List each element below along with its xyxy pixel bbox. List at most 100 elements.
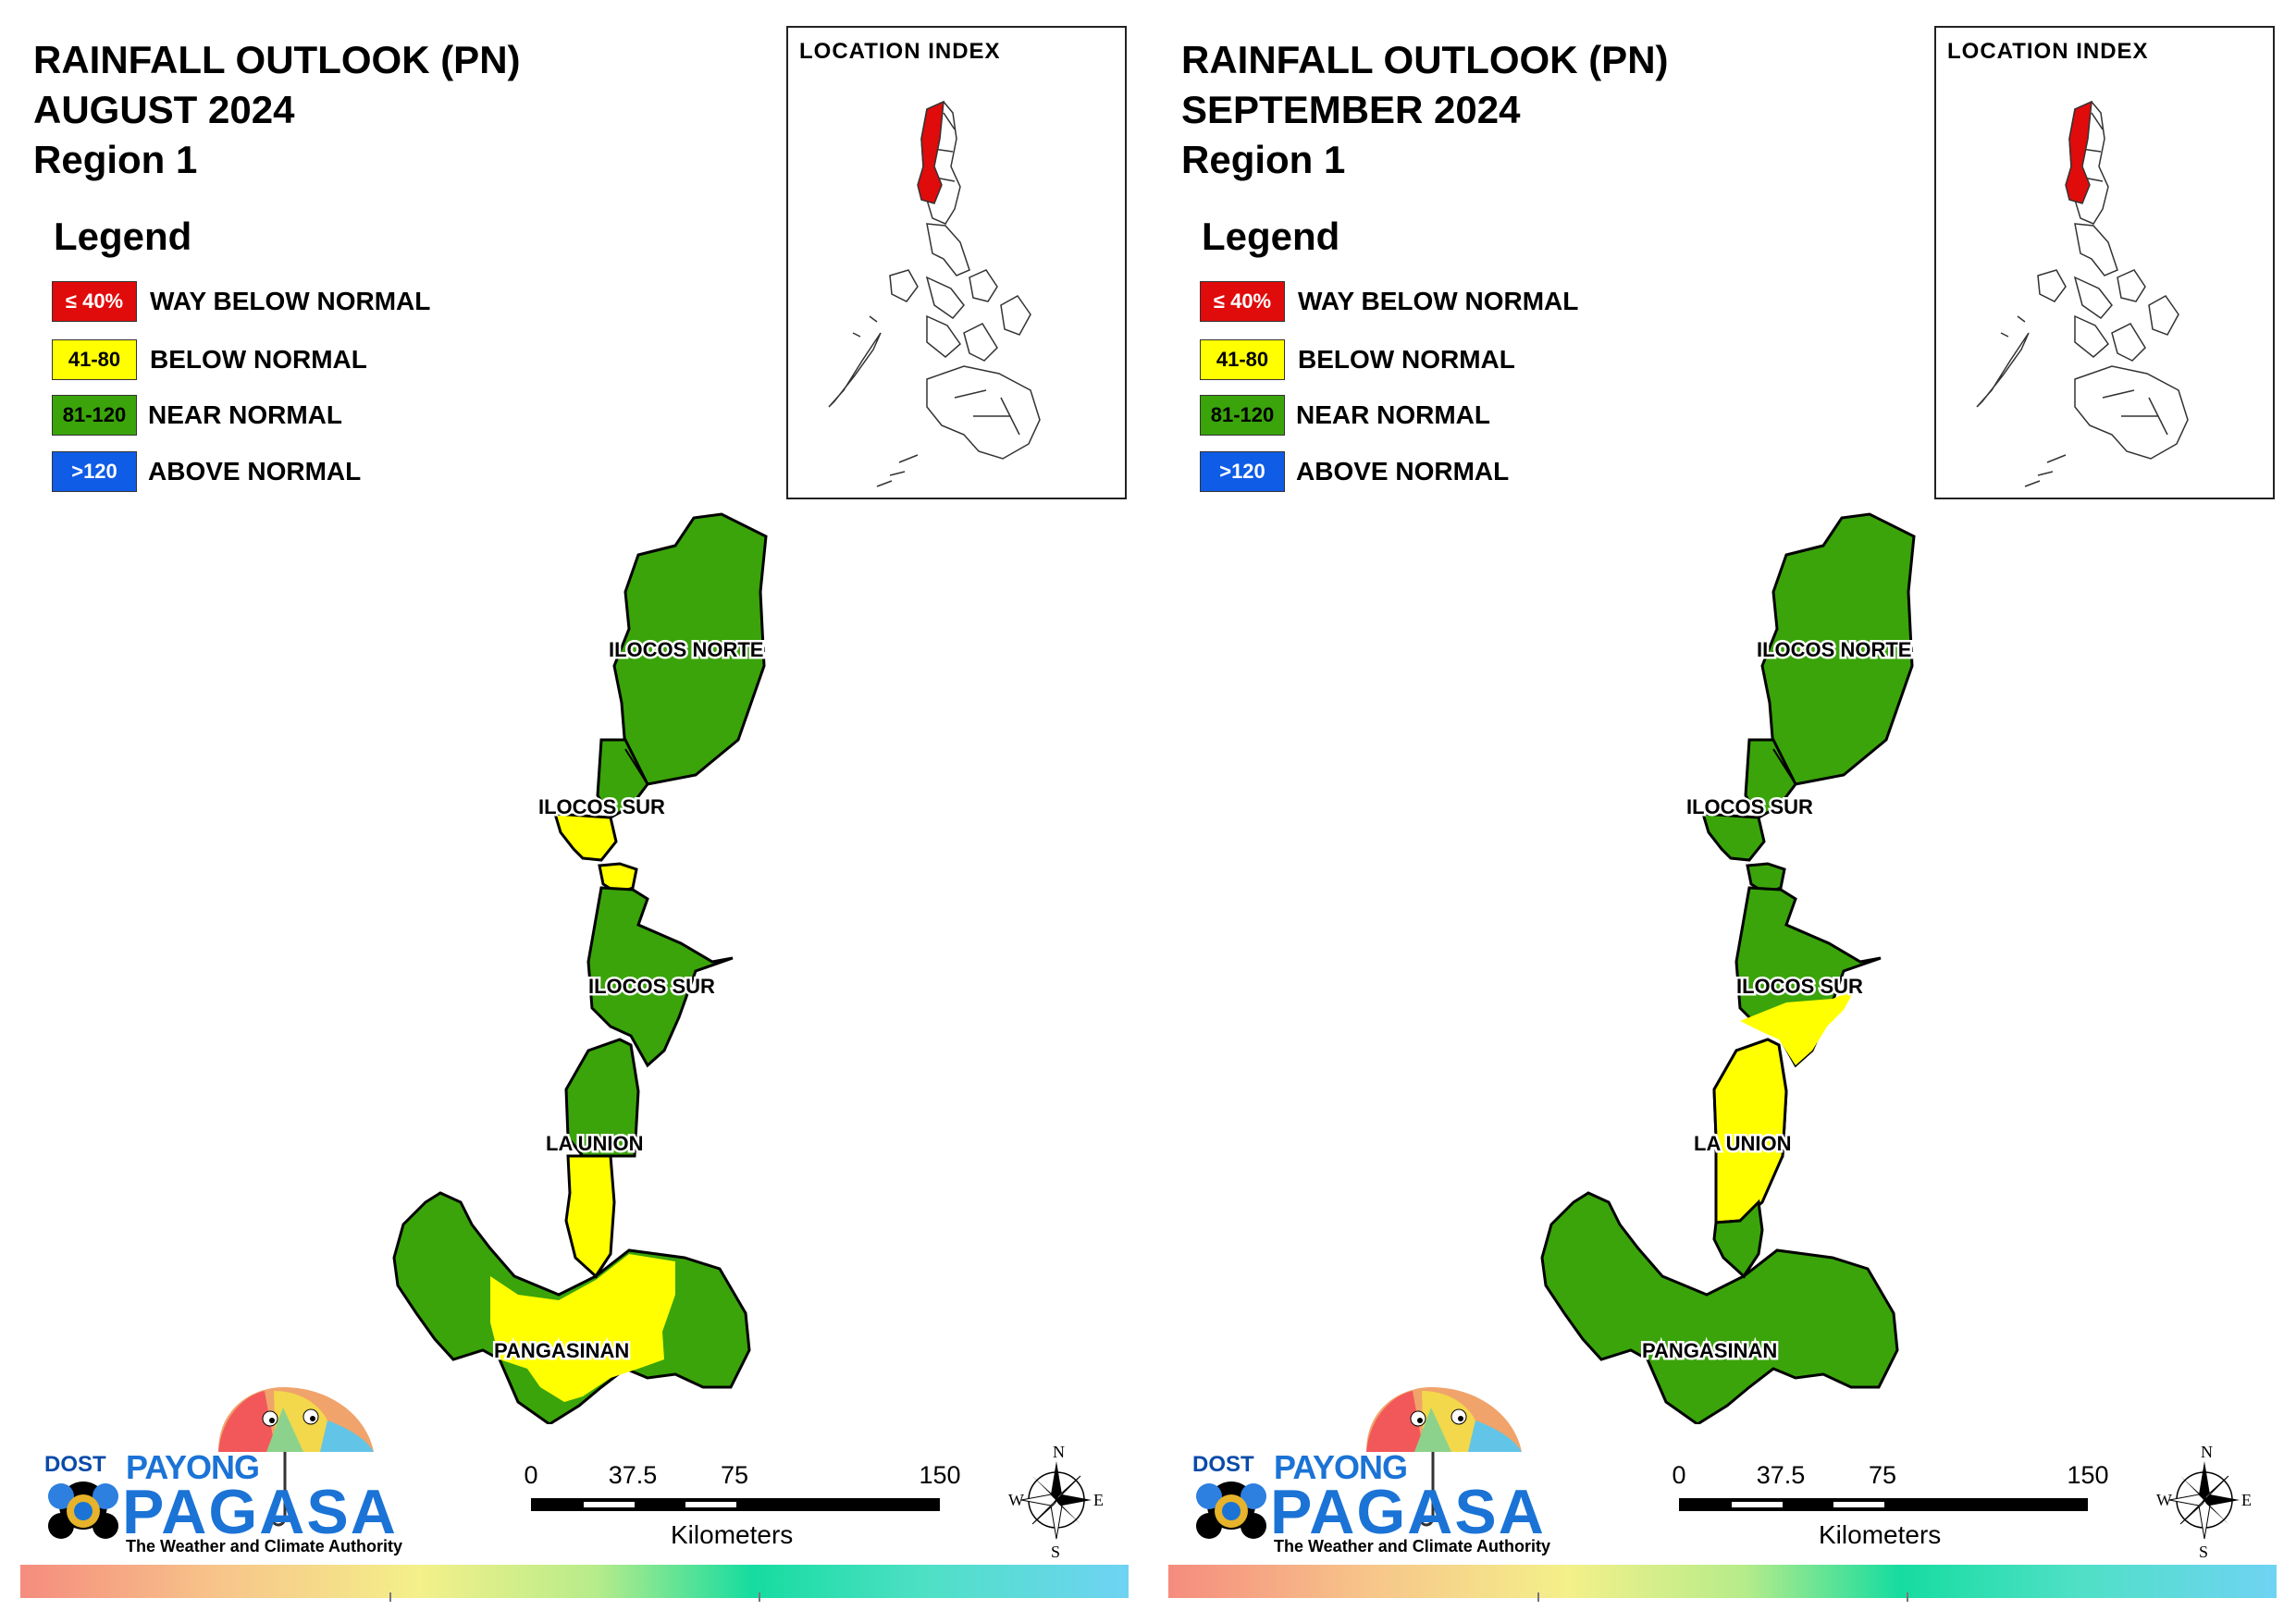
label-ilocos-sur-1: ILOCOS SUR xyxy=(538,795,665,818)
logo-dost: DOST xyxy=(1192,1452,1254,1477)
pangasinan-area xyxy=(1540,1191,1899,1424)
label-la-union: LA UNION xyxy=(1694,1132,1792,1155)
compass-s: S xyxy=(2199,1543,2208,1559)
legend-title: Legend xyxy=(54,215,192,258)
title-line-2: SEPTEMBER 2024 xyxy=(1181,88,1521,131)
ilocos-sur-mid-area xyxy=(1700,812,1766,862)
compass-rose: N S W E xyxy=(1008,1439,1105,1561)
title-line-1: RAINFALL OUTLOOK (PN) xyxy=(1181,38,1669,81)
legend-label: BELOW NORMAL xyxy=(150,345,367,374)
location-index-inset: LOCATION INDEX xyxy=(1934,26,2275,499)
compass-rose: N S W E xyxy=(2156,1439,2253,1561)
ilocos-norte-area xyxy=(1760,512,1916,786)
title-line-3: Region 1 xyxy=(33,138,198,181)
footer-gradient-bar xyxy=(20,1565,1129,1602)
map-title: RAINFALL OUTLOOK (PN) SEPTEMBER 2024 Reg… xyxy=(1181,35,1669,185)
scale-bar: 0 37.5 75 150 Kilometers xyxy=(524,1461,960,1563)
legend-label: WAY BELOW NORMAL xyxy=(1298,287,1579,315)
compass-e: E xyxy=(1093,1491,1104,1509)
legend-swatch: 81-120 xyxy=(1200,395,1285,436)
legend-swatch: 81-120 xyxy=(52,395,137,436)
pangasinan-yellow xyxy=(490,1254,675,1402)
legend-label: BELOW NORMAL xyxy=(1298,345,1515,374)
scale-tick-3: 150 xyxy=(2067,1461,2109,1489)
legend-item-above: >120 ABOVE NORMAL xyxy=(52,450,361,493)
title-line-2: AUGUST 2024 xyxy=(33,88,295,131)
ilocos-sur-mid-area-2 xyxy=(1746,862,1786,895)
label-pangasinan: PANGASINAN xyxy=(1642,1339,1777,1362)
ilocos-sur-north-area xyxy=(1744,738,1797,820)
scale-bar-graphic xyxy=(1679,1498,2088,1511)
scale-unit: Kilometers xyxy=(1819,1520,1942,1549)
payong-pagasa-logo: DOST PAYONG PAGASA The Weather and Clima… xyxy=(33,1387,403,1563)
panel-august: RAINFALL OUTLOOK (PN) AUGUST 2024 Region… xyxy=(20,26,1129,1602)
scale-tick-1: 37.5 xyxy=(608,1461,658,1489)
scale-tick-0: 0 xyxy=(524,1461,538,1489)
ilocos-norte-area xyxy=(612,512,768,786)
payong-pagasa-logo: DOST PAYONG PAGASA The Weather and Clima… xyxy=(1181,1387,1551,1563)
scale-unit: Kilometers xyxy=(671,1520,794,1549)
map-title: RAINFALL OUTLOOK (PN) AUGUST 2024 Region… xyxy=(33,35,521,185)
region-1-map: ILOCOS NORTE ILOCOS SUR ILOCOS SUR LA UN… xyxy=(1540,512,1916,1424)
inset-title: LOCATION INDEX xyxy=(1947,39,2149,64)
logo-tagline: The Weather and Climate Authority xyxy=(126,1537,403,1555)
legend-label: NEAR NORMAL xyxy=(148,400,342,429)
inset-title: LOCATION INDEX xyxy=(799,39,1001,64)
legend-title: Legend xyxy=(1202,215,1340,258)
compass-n: N xyxy=(2201,1443,2213,1461)
scale-tick-2: 75 xyxy=(720,1461,749,1489)
region-1-highlight xyxy=(2065,100,2092,204)
scale-bar-graphic xyxy=(531,1498,940,1511)
legend-label: ABOVE NORMAL xyxy=(148,457,362,486)
compass-s: S xyxy=(1051,1543,1060,1559)
ilocos-sur-north-area xyxy=(596,738,649,820)
legend-swatch: 41-80 xyxy=(1200,339,1285,380)
scale-tick-1: 37.5 xyxy=(1756,1461,1806,1489)
compass-n: N xyxy=(1053,1443,1065,1461)
legend-swatch: >120 xyxy=(52,451,137,492)
scale-tick-3: 150 xyxy=(919,1461,961,1489)
philippines-outline-map xyxy=(828,100,1041,487)
legend-label: NEAR NORMAL xyxy=(1296,400,1490,429)
compass-w: W xyxy=(2156,1491,2172,1509)
la-union-yellow xyxy=(1712,1038,1788,1224)
ilocos-sur-yellow-2 xyxy=(598,862,638,895)
title-line-1: RAINFALL OUTLOOK (PN) xyxy=(33,38,521,81)
label-ilocos-sur-2: ILOCOS SUR xyxy=(1736,975,1863,998)
scale-tick-2: 75 xyxy=(1868,1461,1897,1489)
legend-item-way-below: ≤ 40% WAY BELOW NORMAL xyxy=(52,280,430,323)
region-1-map: ILOCOS NORTE ILOCOS SUR ILOCOS SUR LA UN… xyxy=(392,512,768,1424)
legend-item-way-below: ≤ 40% WAY BELOW NORMAL xyxy=(1200,280,1578,323)
legend-item-below: 41-80 BELOW NORMAL xyxy=(52,338,367,381)
logo-pagasa: PAGASA xyxy=(122,1477,398,1547)
compass-w: W xyxy=(1008,1491,1024,1509)
label-ilocos-norte: ILOCOS NORTE xyxy=(1757,638,1911,661)
philippines-outline-map xyxy=(1976,100,2189,487)
logo-tagline: The Weather and Climate Authority xyxy=(1274,1537,1551,1555)
legend-item-above: >120 ABOVE NORMAL xyxy=(1200,450,1509,493)
label-la-union: LA UNION xyxy=(546,1132,644,1155)
title-line-3: Region 1 xyxy=(1181,138,1346,181)
legend-label: ABOVE NORMAL xyxy=(1296,457,1510,486)
legend-swatch: ≤ 40% xyxy=(52,281,137,322)
label-pangasinan: PANGASINAN xyxy=(494,1339,629,1362)
label-ilocos-sur-1: ILOCOS SUR xyxy=(1686,795,1813,818)
scale-bar: 0 37.5 75 150 Kilometers xyxy=(1672,1461,2108,1563)
logo-dost: DOST xyxy=(44,1452,106,1477)
legend-item-near: 81-120 NEAR NORMAL xyxy=(52,394,342,436)
footer-gradient-bar xyxy=(1168,1565,2277,1602)
ilocos-sur-yellow xyxy=(1740,990,1855,1065)
legend-item-near: 81-120 NEAR NORMAL xyxy=(1200,394,1490,436)
panel-september: RAINFALL OUTLOOK (PN) SEPTEMBER 2024 Reg… xyxy=(1148,0,2296,1623)
location-index-inset: LOCATION INDEX xyxy=(786,26,1127,499)
legend-swatch: ≤ 40% xyxy=(1200,281,1285,322)
legend-swatch: 41-80 xyxy=(52,339,137,380)
legend-swatch: >120 xyxy=(1200,451,1285,492)
logo-payong: PAYONG xyxy=(1274,1448,1408,1486)
logo-pagasa: PAGASA xyxy=(1270,1477,1546,1547)
ilocos-sur-south-area xyxy=(586,886,734,1068)
la-union-area xyxy=(564,1038,640,1158)
legend-item-below: 41-80 BELOW NORMAL xyxy=(1200,338,1515,381)
logo-payong: PAYONG xyxy=(126,1448,260,1486)
region-1-highlight xyxy=(917,100,944,204)
